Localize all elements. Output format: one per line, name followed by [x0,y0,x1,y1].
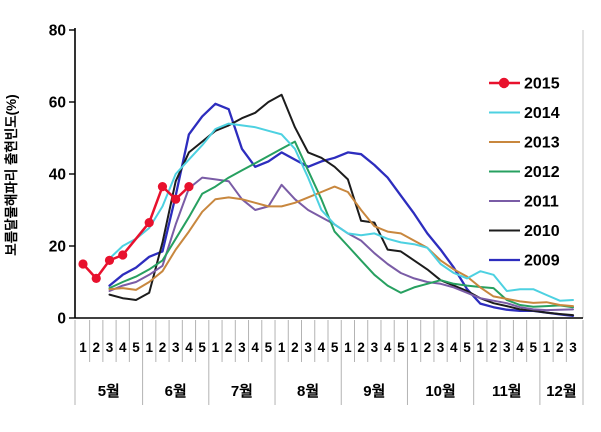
x-week-label: 4 [384,340,392,355]
series-line-2012 [108,140,574,309]
x-week-label: 4 [450,340,458,355]
x-month-label: 10월 [425,383,456,400]
series-line-2009 [108,102,575,317]
x-week-label: 1 [543,340,551,355]
x-week-label: 3 [371,340,379,355]
x-week-label: 5 [397,340,405,355]
x-week-label: 1 [278,340,286,355]
legend-item-2012: 2012 [489,164,560,181]
x-week-label: 2 [556,340,564,355]
legend-marker-2015 [498,77,510,89]
series-line-2014 [108,122,574,302]
x-week-label: 5 [265,340,273,355]
legend-label-2012: 2012 [524,164,560,181]
y-tick-label: 60 [49,95,66,112]
legend-label-2015: 2015 [524,76,560,93]
legend-item-2009: 2009 [489,253,560,270]
series-marker-2015 [78,259,88,269]
y-tick-label: 40 [49,167,66,184]
series-marker-2015 [118,250,128,260]
series-marker-2015 [171,194,181,204]
x-week-label: 2 [424,340,432,355]
x-month-label: 6월 [165,383,187,400]
legend-item-2014: 2014 [489,105,560,122]
x-week-label: 4 [318,340,326,355]
legend-item-2011: 2011 [489,194,559,211]
x-week-label: 5 [530,340,538,355]
x-week-label: 1 [410,340,418,355]
x-week-label: 3 [106,340,114,355]
x-month-label: 7월 [231,383,253,400]
x-week-label: 5 [132,340,140,355]
series-line-2013 [108,185,574,308]
x-week-label: 5 [463,340,471,355]
legend-item-2013: 2013 [489,135,560,152]
x-week-label: 1 [477,340,485,355]
x-week-label: 1 [212,340,220,355]
legend: 2015 2014 2013 2012 2011 2010 2009 [489,76,560,270]
x-week-label: 4 [251,340,259,355]
x-week-label: 4 [185,340,193,355]
x-month-label: 12월 [546,383,577,400]
x-week-label: 2 [357,340,365,355]
y-tick-label: 80 [49,23,66,40]
x-week-label: 1 [79,340,87,355]
x-week-label: 3 [172,340,180,355]
x-week-label: 2 [490,340,498,355]
series-marker-2015 [144,218,154,228]
x-week-label: 1 [344,340,352,355]
legend-label-2011: 2011 [524,194,559,211]
series-marker-2015 [184,182,194,192]
series-marker-2015 [157,182,168,192]
x-month-label: 8월 [297,383,319,400]
legend-item-2015: 2015 [489,76,560,93]
x-week-label: 3 [569,340,577,355]
x-week-label: 3 [503,340,511,355]
y-axis-title: 보름달물해파리 출현빈도(%) [3,94,19,255]
x-week-label: 2 [225,340,233,355]
x-week-label: 5 [331,340,339,355]
x-week-label: 4 [516,340,524,355]
y-tick-label: 20 [49,239,66,256]
legend-label-2013: 2013 [524,135,560,152]
x-week-label: 2 [159,340,167,355]
x-week-label: 2 [92,340,100,355]
y-tick-label: 0 [57,311,66,328]
x-week-label: 5 [198,340,206,355]
legend-label-2009: 2009 [524,253,560,270]
legend-item-2010: 2010 [489,223,560,240]
x-month-label: 9월 [363,383,385,400]
x-month-label: 11월 [492,383,522,400]
legend-label-2014: 2014 [524,105,560,122]
series-marker-2015 [104,255,115,265]
x-week-label: 1 [145,340,153,355]
series-marker-2015 [91,273,101,283]
legend-label-2010: 2010 [524,223,560,240]
x-week-label: 2 [291,340,299,355]
x-week-label: 4 [119,340,127,355]
x-week-label: 3 [437,340,445,355]
x-week-label: 3 [304,340,312,355]
series-line-2010 [108,93,574,317]
x-month-label: 5월 [98,383,120,400]
x-week-label: 3 [238,340,246,355]
